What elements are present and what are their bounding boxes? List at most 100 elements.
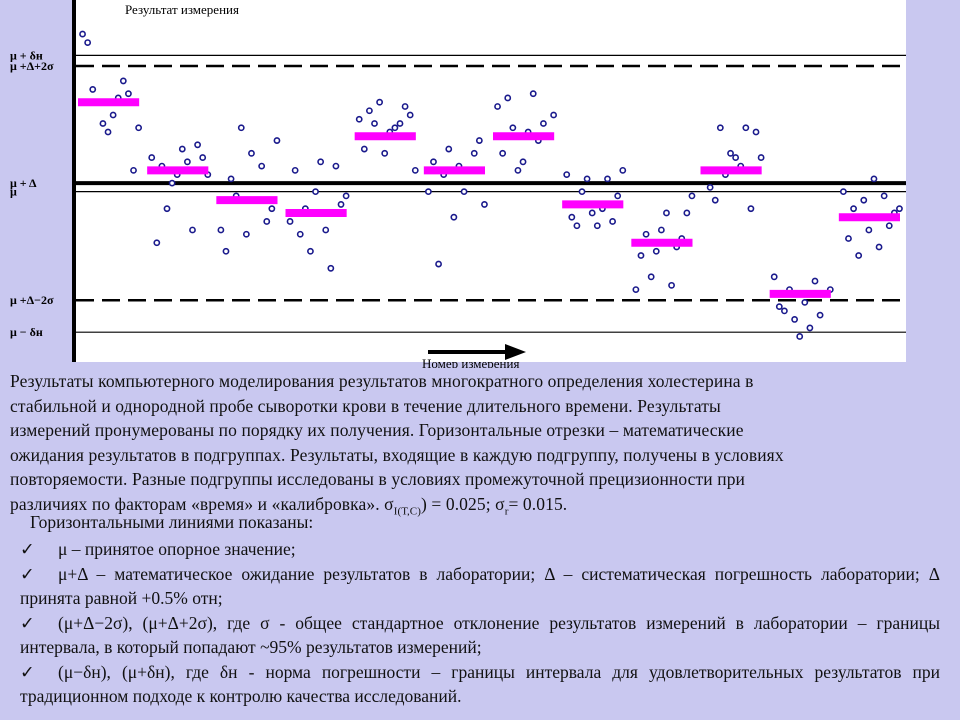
x-axis-label: Номер измерения [422, 356, 519, 368]
data-point [880, 192, 888, 200]
data-point [806, 324, 814, 332]
data-point [604, 175, 611, 183]
figure-caption: Результаты компьютерного моделирования р… [10, 369, 945, 524]
scatter-chart: Результат измерения μ + δнμ +Δ+2σμ + Δμμ… [10, 0, 906, 368]
data-point [327, 264, 335, 272]
data-point [199, 154, 207, 161]
data-point [642, 230, 650, 238]
data-point [706, 183, 714, 191]
data-point [168, 179, 176, 187]
legend-item: ✓ μ – принятое опорное значение; [20, 537, 940, 562]
data-point [406, 111, 414, 119]
data-point [781, 307, 788, 315]
data-point [307, 247, 314, 255]
data-point [860, 196, 868, 204]
data-point [411, 166, 419, 174]
data-point [637, 252, 645, 259]
data-point [109, 111, 117, 119]
data-point [578, 188, 586, 196]
data-point [752, 128, 760, 136]
caption-line: ожидания результатов в подгруппах. Резул… [10, 444, 784, 465]
data-point [683, 209, 691, 217]
y-reference-label: μ [10, 185, 17, 199]
data-point [540, 120, 547, 127]
data-point [885, 222, 893, 230]
data-point [657, 226, 665, 234]
data-point [337, 201, 345, 208]
sigma-subscript: I(Т,С) [393, 505, 421, 517]
data-point [770, 273, 778, 281]
data-point [668, 281, 675, 289]
data-point [475, 137, 483, 144]
data-point [99, 120, 107, 127]
data-point [494, 103, 501, 110]
data-point [470, 149, 478, 157]
data-point [711, 196, 719, 204]
data-point [317, 158, 325, 166]
data-point [312, 188, 319, 196]
data-point [757, 154, 765, 161]
data-point [568, 213, 576, 221]
legend-item: ✓ (μ+Δ−2σ), (μ+Δ+2σ), где σ - общее станд… [20, 611, 940, 660]
data-point [716, 124, 724, 132]
data-point [371, 120, 378, 127]
data-point [263, 218, 271, 225]
data-point [609, 218, 616, 225]
data-point [747, 205, 755, 213]
data-point [430, 158, 437, 166]
caption-line: различиях по факторам «время» и «калибро… [10, 492, 945, 524]
data-point [870, 175, 878, 183]
data-point [237, 124, 245, 132]
data-point [801, 298, 809, 306]
legend-item-text: μ – принятое опорное значение; [58, 539, 296, 559]
data-point [342, 192, 350, 200]
caption-text: различиях по факторам «время» и «калибро… [10, 493, 394, 514]
data-point [183, 158, 191, 166]
reference-lines [76, 54, 906, 333]
data-point [550, 111, 558, 119]
y-reference-label: μ +Δ+2σ [10, 59, 54, 73]
data-point [163, 205, 171, 213]
data-point [391, 124, 399, 132]
data-point [248, 149, 255, 157]
data-point [896, 205, 903, 213]
data-point [222, 247, 230, 255]
data-point [355, 115, 363, 123]
data-point [227, 175, 235, 183]
data-point [130, 166, 137, 174]
data-point [614, 192, 622, 200]
legend-list: ✓ μ – принятое опорное значение; ✓ μ+Δ – м… [20, 537, 940, 709]
data-point [875, 243, 883, 251]
data-point [519, 158, 527, 166]
data-point [588, 209, 596, 217]
data-point [401, 103, 409, 110]
data-point [742, 124, 750, 132]
data-point [153, 239, 161, 247]
plot-background [74, 0, 906, 362]
data-point [663, 209, 670, 217]
data-point [148, 154, 156, 161]
data-point [791, 316, 799, 323]
data-point [450, 213, 458, 221]
data-point [268, 205, 276, 213]
data-point [688, 192, 696, 200]
data-point [509, 124, 517, 132]
data-point [727, 149, 734, 157]
data-point [332, 162, 340, 170]
checkmark-icon: ✓ [20, 539, 35, 559]
data-point [291, 166, 299, 174]
legend-title: Горизонтальными линиями показаны: [30, 512, 314, 532]
data-point [850, 205, 857, 213]
sigma-subscript: r [504, 505, 509, 517]
data-point [286, 218, 294, 225]
data-point [135, 124, 143, 132]
legend-item: ✓ (μ−δн), (μ+δн), где δн - норма погрешно… [20, 660, 940, 709]
data-point [514, 166, 522, 174]
data-point [89, 86, 97, 93]
data-point [381, 149, 389, 157]
data-point [504, 94, 512, 102]
caption-line: повторяемости. Разные подгруппы исследов… [10, 469, 746, 489]
data-point [435, 260, 442, 268]
data-point [79, 30, 86, 38]
data-point [217, 226, 225, 234]
